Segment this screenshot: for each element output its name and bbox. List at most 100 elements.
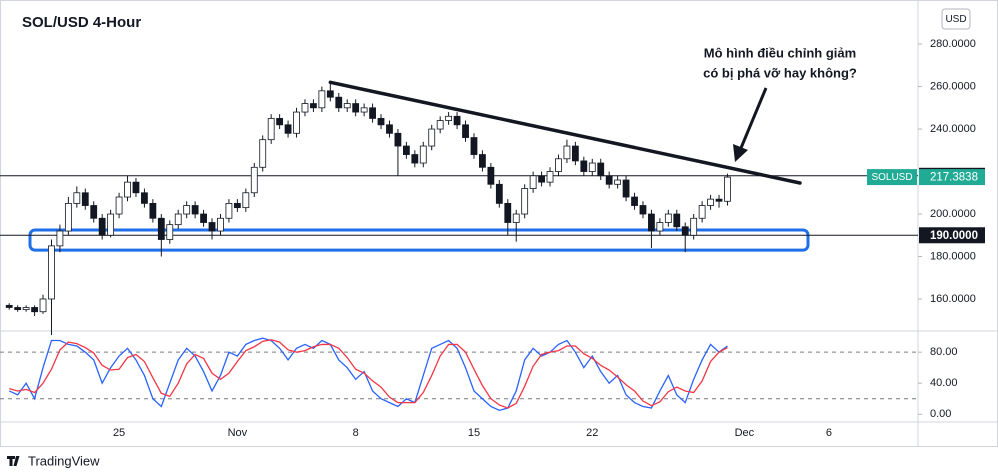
candle-body [259,139,267,168]
x-tick-label: Nov [228,427,248,439]
candle-body [107,213,115,236]
x-tick-label: 25 [113,427,125,439]
oscillator-line [8,337,728,412]
candle-body [90,205,98,219]
candle-body [715,198,723,202]
candle-body [233,202,241,209]
brand-logo: TradingView [7,453,100,468]
candle-body [504,202,512,223]
annotation-arrowhead [733,144,748,162]
symbol-tag [867,169,917,186]
candle-body [352,103,360,113]
candle-body [673,213,681,228]
candle-body [343,103,351,109]
candle-body [132,181,140,194]
candle-body [326,90,334,98]
candle-body [191,205,199,215]
candle-body [174,213,182,226]
candle-body [369,107,376,119]
candle-body [580,160,588,172]
y-tick-label: 240.0000 [930,123,976,135]
candle-body [310,103,317,109]
candle-body [631,196,638,206]
candle-body [462,124,469,138]
candle-body [614,179,622,185]
candle-body [141,192,148,204]
annotation-line: Mô hình điều chỉnh giảm [704,45,856,60]
plot-layer: 160.0000 180.0000 200.0000 240.0000 260.0000… [0,38,976,420]
candle-body [690,217,698,236]
oscillator-line [9,339,728,409]
x-tick-label: 15 [468,427,480,439]
candle-body [622,179,630,198]
y-tick-label: 180.0000 [930,250,976,262]
candle-body [242,192,250,209]
y-tick-label: 280.0000 [930,38,976,50]
candle-body [664,213,672,223]
x-tick-label: Dec [735,427,755,439]
candle-body [183,205,191,215]
candle-body [64,202,72,232]
candle-body [166,224,174,240]
currency-button[interactable] [941,8,971,30]
candle-body [487,166,495,185]
y-tick-label: 260.0000 [930,80,976,92]
candle-body [73,192,81,204]
candle-body [571,145,579,162]
candle-body [124,181,131,198]
candle-body [698,205,706,219]
candle-body [360,107,368,113]
x-tick-label: 8 [353,427,359,439]
candle-body [5,304,13,308]
candle-body [301,103,309,113]
symbol-label: SOLUSD [871,172,912,183]
candle-body [39,298,47,313]
chart-title: SOL/USD 4-Hour [22,14,141,31]
y-tick-label: 40.00 [930,377,958,389]
candle-body [276,118,284,126]
candle-body [445,115,453,121]
y-tick-label: 80.00 [930,346,958,358]
candle-body [436,120,444,130]
candle-body [250,166,258,194]
brand-name: TradingView [28,453,100,468]
candle-body [419,145,427,164]
candle-body [22,307,30,311]
support-zone [28,228,810,252]
candle-body [31,307,38,313]
frame [0,0,998,447]
last-price-tag [919,169,985,186]
candle-body [284,124,292,134]
candle-body [495,183,503,204]
candle-body [639,205,647,215]
candle-body [98,217,106,236]
y-tick-label: 200.0000 [930,208,976,220]
currency-label: USD [945,14,966,25]
candle-body [538,175,545,183]
candle-body [402,145,410,155]
candle-body [453,115,461,126]
candle-body [555,158,562,172]
candle-body [200,213,207,223]
candle-body [605,175,613,185]
candle-body [335,96,343,109]
candle-body [411,154,419,164]
candle-body [597,162,605,177]
x-tick-label: 6 [826,427,832,439]
candle-body [208,222,216,232]
candle-body [115,196,123,215]
y-tick-label: 160.0000 [930,293,976,305]
candle-body [394,132,402,147]
candle-body [386,124,393,134]
candle-body [225,202,233,219]
candle-body [217,217,224,232]
price-tag-label: 190.0000 [930,230,978,242]
candle-body [563,145,571,160]
candle-body [56,230,64,247]
candle-body [293,111,300,134]
candle-body [470,137,478,155]
candle-body [81,192,89,206]
candle-body [648,213,655,232]
candle-body [707,198,714,206]
